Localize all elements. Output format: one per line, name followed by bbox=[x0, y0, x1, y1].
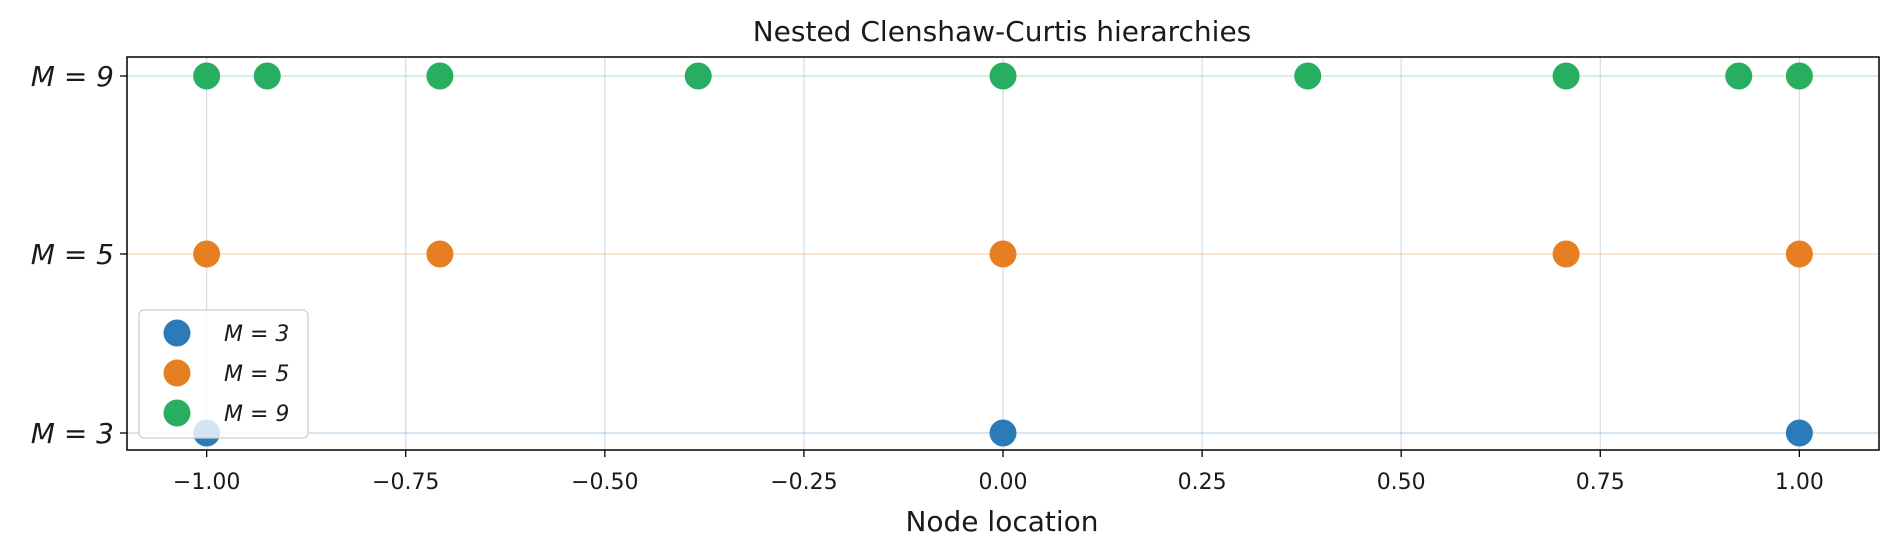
y-tick-label: M = 3 bbox=[31, 417, 114, 450]
data-point bbox=[989, 240, 1017, 268]
data-point bbox=[1785, 419, 1813, 447]
chart-title: Nested Clenshaw-Curtis hierarchies bbox=[753, 15, 1252, 48]
x-tick-label: −0.50 bbox=[571, 470, 638, 495]
x-axis-label: Node location bbox=[905, 505, 1098, 538]
legend-label: M = 5 bbox=[224, 362, 289, 387]
y-tick-label: M = 5 bbox=[31, 238, 114, 271]
data-point bbox=[253, 62, 281, 90]
x-axis-ticks: −1.00 −0.75 −0.50 −0.25 0.00 0.25 0.50 0.75 1.00 bbox=[173, 450, 1824, 495]
data-point bbox=[1725, 62, 1753, 90]
data-point bbox=[989, 62, 1017, 90]
y-axis-ticks: M = 3 M = 5 M = 9 bbox=[31, 60, 127, 450]
data-point bbox=[1785, 62, 1813, 90]
legend-marker bbox=[163, 399, 191, 427]
x-tick-label: 0.25 bbox=[1178, 470, 1227, 495]
data-point bbox=[426, 240, 454, 268]
data-point bbox=[684, 62, 712, 90]
data-point bbox=[426, 62, 454, 90]
x-tick-label: −0.25 bbox=[770, 470, 837, 495]
data-point bbox=[1294, 62, 1322, 90]
y-tick-label: M = 9 bbox=[31, 60, 114, 93]
x-tick-label: 0.75 bbox=[1576, 470, 1625, 495]
data-point bbox=[1552, 62, 1580, 90]
data-point bbox=[193, 240, 221, 268]
x-tick-label: 0.50 bbox=[1377, 470, 1426, 495]
x-tick-label: 0.00 bbox=[979, 470, 1028, 495]
legend-marker bbox=[163, 359, 191, 387]
data-point bbox=[989, 419, 1017, 447]
x-tick-label: −1.00 bbox=[173, 470, 240, 495]
x-tick-label: −0.75 bbox=[372, 470, 439, 495]
data-point bbox=[193, 62, 221, 90]
x-tick-label: 1.00 bbox=[1775, 470, 1824, 495]
legend-marker bbox=[163, 319, 191, 347]
data-point bbox=[1552, 240, 1580, 268]
legend: M = 3 M = 5 M = 9 bbox=[138, 309, 309, 439]
data-point bbox=[1785, 240, 1813, 268]
legend-label: M = 3 bbox=[224, 322, 289, 347]
legend-label: M = 9 bbox=[224, 402, 289, 427]
